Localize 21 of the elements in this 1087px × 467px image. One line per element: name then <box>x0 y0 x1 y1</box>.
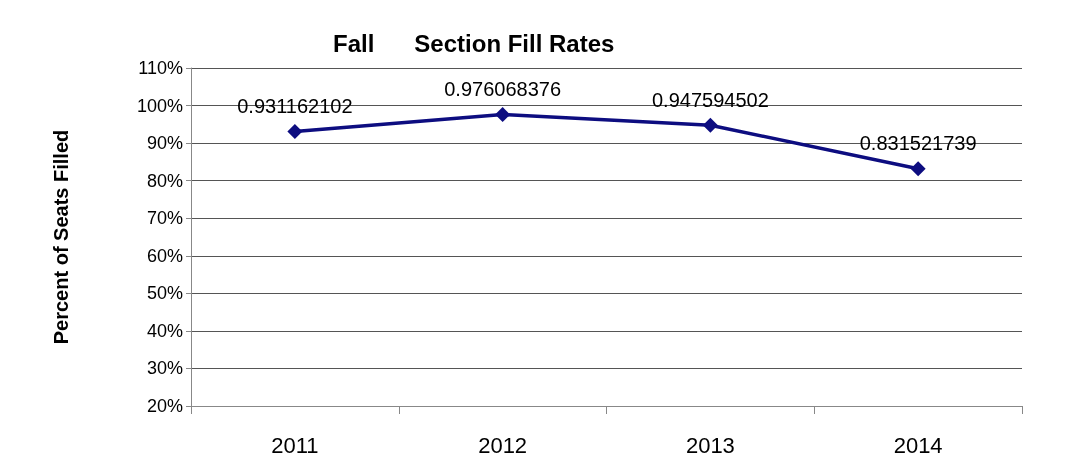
y-tick-label: 80% <box>146 170 183 191</box>
x-tick-label: 2013 <box>685 432 735 458</box>
y-tick-label: 90% <box>146 133 183 154</box>
y-tick-label: 30% <box>146 358 183 379</box>
chart-title: Fall Section Fill Rates <box>333 29 615 57</box>
x-tick-label: 2014 <box>893 432 943 458</box>
y-tick-label: 110% <box>138 58 183 78</box>
y-tick-label: 40% <box>146 320 183 341</box>
point <box>495 107 511 123</box>
point <box>702 117 718 133</box>
y-axis-title: Percent of Seats Filled <box>50 129 72 345</box>
x-tick-label: 2012 <box>478 432 528 458</box>
y-tick-label: 20% <box>146 396 183 416</box>
y-tick-label: 60% <box>146 245 183 266</box>
y-tick-label: 100% <box>136 95 183 116</box>
data-label: 0.976068376 <box>444 78 562 101</box>
y-tick-label: 70% <box>146 208 183 229</box>
point <box>287 123 303 139</box>
point <box>910 161 926 177</box>
x-tick-label: 2011 <box>271 432 319 458</box>
y-tick-label: 50% <box>146 283 183 304</box>
